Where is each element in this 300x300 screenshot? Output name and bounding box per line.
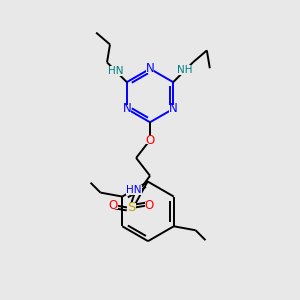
FancyBboxPatch shape: [122, 105, 131, 113]
FancyBboxPatch shape: [145, 202, 154, 209]
Text: O: O: [144, 199, 154, 212]
Text: N: N: [169, 102, 178, 116]
FancyBboxPatch shape: [126, 185, 142, 195]
FancyBboxPatch shape: [146, 136, 154, 144]
FancyBboxPatch shape: [109, 66, 123, 76]
Text: HN: HN: [108, 66, 124, 76]
Text: N: N: [122, 102, 131, 116]
FancyBboxPatch shape: [146, 65, 154, 73]
FancyBboxPatch shape: [178, 65, 192, 75]
Text: HN: HN: [126, 184, 142, 195]
FancyBboxPatch shape: [109, 202, 118, 209]
Text: N: N: [146, 62, 154, 75]
Text: O: O: [146, 134, 154, 147]
FancyBboxPatch shape: [169, 105, 178, 113]
Text: NH: NH: [177, 65, 193, 75]
FancyBboxPatch shape: [127, 203, 136, 212]
Text: S: S: [127, 201, 135, 214]
Text: O: O: [109, 199, 118, 212]
